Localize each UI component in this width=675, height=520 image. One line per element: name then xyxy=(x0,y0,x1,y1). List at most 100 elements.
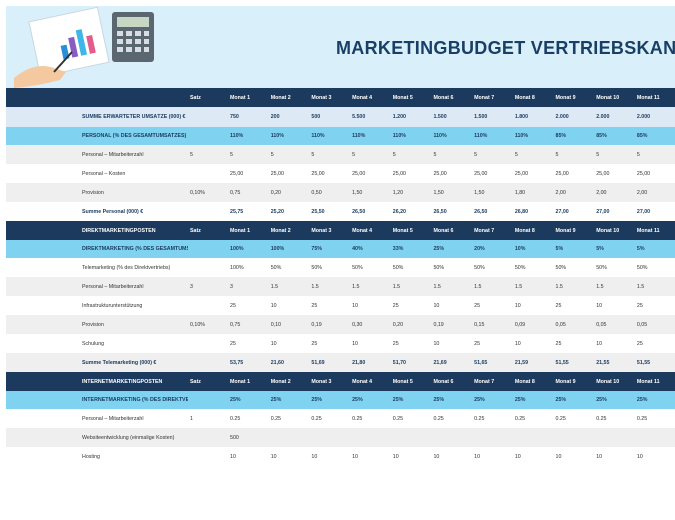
month-cell: 0.25 xyxy=(352,415,363,422)
row-label: Schulung xyxy=(82,340,105,347)
month-cell: Monat 10 xyxy=(596,378,620,385)
month-cell: 1.5 xyxy=(311,283,319,290)
month-cell: 50% xyxy=(352,264,363,271)
month-cell: 10 xyxy=(352,453,358,460)
month-cell: 50% xyxy=(433,264,445,271)
month-cell: 0.25 xyxy=(311,415,322,422)
month-cell: 51,55 xyxy=(555,359,569,366)
month-cell: 5 xyxy=(230,151,233,158)
row-label: DIREKTMARKETING (% DES GESAMTUMSATZES) xyxy=(82,246,188,252)
month-cell: Monat 9 xyxy=(555,227,576,234)
row-label: Provision xyxy=(82,321,104,328)
month-cell: 10 xyxy=(270,453,277,460)
month-cell: 85% xyxy=(596,133,607,139)
month-cell: Monat 4 xyxy=(352,378,373,385)
month-cell: 110% xyxy=(270,133,284,139)
month-cell: 26,20 xyxy=(392,208,407,215)
month-cell: 3 xyxy=(230,283,233,290)
month-cell: 200 xyxy=(270,114,280,120)
month-cell: 0,75 xyxy=(230,189,241,196)
month-cell: 2,00 xyxy=(596,189,607,196)
month-cell: 25 xyxy=(555,302,562,309)
month-cell: Monat 7 xyxy=(474,227,495,234)
month-cell: 5% xyxy=(636,246,645,252)
month-cell: 0,05 xyxy=(555,321,566,328)
month-cell: 26,50 xyxy=(474,208,488,215)
month-cell: Monat 7 xyxy=(474,378,495,385)
month-cell: 50% xyxy=(392,264,404,271)
month-cell: 2.000 xyxy=(555,114,569,120)
month-cell: Monat 11 xyxy=(636,378,660,385)
month-cell: 27,00 xyxy=(555,208,569,215)
month-cell: 0.25 xyxy=(392,415,404,422)
month-cell: 25% xyxy=(270,397,282,403)
month-cell: 5 xyxy=(474,151,478,158)
month-cell: 1,80 xyxy=(514,189,526,196)
month-cell: 1.500 xyxy=(433,114,447,120)
month-cell: 50% xyxy=(555,264,567,271)
month-cell: 1.5 xyxy=(636,283,645,290)
month-cell: Monat 2 xyxy=(270,378,291,385)
month-cell: 20% xyxy=(474,246,485,252)
month-cell: 100% xyxy=(230,246,244,252)
rate-cell: 0,10% xyxy=(190,189,206,196)
month-cell: 5 xyxy=(514,151,518,158)
month-cell: 0,05 xyxy=(596,321,607,328)
month-cell: 1,50 xyxy=(474,189,485,196)
month-cell: 50% xyxy=(636,264,648,271)
month-cell: 25 xyxy=(474,340,481,347)
month-cell: 5 xyxy=(311,151,315,158)
row-label: INTERNETMARKETING (% DES DIREKTVERTRIEBS… xyxy=(82,397,188,403)
month-cell: 25,00 xyxy=(636,170,651,177)
month-cell: 25% xyxy=(433,397,445,403)
month-cell: Monat 3 xyxy=(311,378,332,385)
month-cell: 25,50 xyxy=(311,208,325,215)
month-cell: Monat 4 xyxy=(352,94,373,101)
table-row: Infrastrukturunterstützung 25 10 25 10 25 10 25… xyxy=(6,296,675,315)
table-row: Personal – Mitarbeiterzahl 5 5 5 5 5 5 5 5 5 5 5 5 xyxy=(6,145,675,164)
month-cell: 5 xyxy=(636,151,640,158)
month-cell: 0,20 xyxy=(392,321,404,328)
row-label: PERSONAL (% DES GESAMTUMSATZES) xyxy=(82,133,187,139)
month-cell: 0,09 xyxy=(514,321,526,328)
table-row: Provision 0,10% 0,75 0,10 0,19 0,30 0,20 0,19 0,… xyxy=(6,315,675,334)
month-cell: 25 xyxy=(311,340,318,347)
month-cell: Monat 5 xyxy=(392,378,413,385)
row-label: Personal – Mitarbeiterzahl xyxy=(82,151,144,158)
month-cell: Monat 9 xyxy=(555,94,576,101)
month-cell: 1.5 xyxy=(433,283,441,290)
month-cell: 25 xyxy=(636,340,643,347)
month-cell: 0,05 xyxy=(636,321,648,328)
month-cell: 25% xyxy=(474,397,485,403)
month-cell: 1.5 xyxy=(270,283,279,290)
section-header: INTERNETMARKETINGPOSTEN Satz Monat 1 Monat … xyxy=(6,372,675,391)
page-title: MARKETINGBUDGET VERTRIEBSKANAL xyxy=(336,38,675,58)
month-cell: 50% xyxy=(596,264,607,271)
month-cell: 75% xyxy=(311,246,322,252)
month-cell: 25 xyxy=(311,302,318,309)
month-cell: Monat 2 xyxy=(270,227,291,234)
month-cell: Monat 6 xyxy=(433,227,454,234)
month-cell: 21,55 xyxy=(596,359,610,366)
month-cell: 110% xyxy=(514,133,529,139)
month-cell: 25 xyxy=(392,302,399,309)
month-cell: 21,80 xyxy=(352,359,366,366)
table-row: Hosting 10 10 10 10 10 10 10 10 10 10 10 xyxy=(6,447,675,466)
month-cell: Monat 8 xyxy=(514,378,535,385)
month-cell: 26,50 xyxy=(352,208,366,215)
table-row: PERSONAL (% DES GESAMTUMSATZES) 110% 110% 1… xyxy=(6,127,675,145)
table-row: Personal – Mitarbeiterzahl 1 0.25 0.25 0.25 0… xyxy=(6,409,675,428)
month-cell: 1.5 xyxy=(352,283,360,290)
month-cell: 21,59 xyxy=(514,359,529,366)
month-cell: 5 xyxy=(555,151,559,158)
month-cell: 0.25 xyxy=(514,415,526,422)
month-cell: 110% xyxy=(474,133,488,139)
section-header: DIREKTMARKETINGPOSTEN Satz Monat 1 Monat 2 M… xyxy=(6,221,675,240)
table-row: SUMME ERWARTETER UMSÄTZE (000) € 750 200 50… xyxy=(6,107,675,127)
row-label: Summe Personal (000) € xyxy=(82,208,144,215)
month-cell: 10 xyxy=(433,302,440,309)
table-row: DIREKTMARKETING (% DES GESAMTUMSATZES) 10… xyxy=(6,240,675,258)
row-label: Personal – Mitarbeiterzahl xyxy=(82,283,144,290)
month-cell: 110% xyxy=(352,133,366,139)
month-cell: 25,00 xyxy=(311,170,325,177)
